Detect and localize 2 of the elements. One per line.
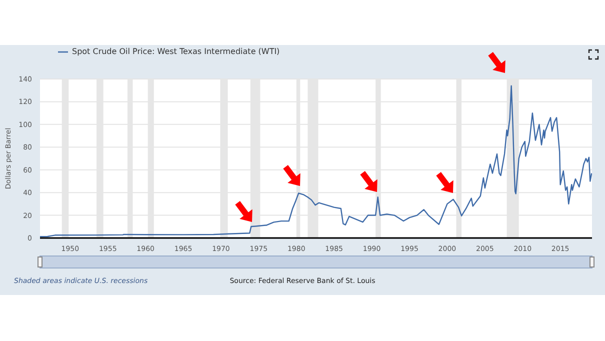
legend-label: Spot Crude Oil Price: West Texas Intermediate (WTI) [72,47,280,56]
line-series [40,85,592,238]
